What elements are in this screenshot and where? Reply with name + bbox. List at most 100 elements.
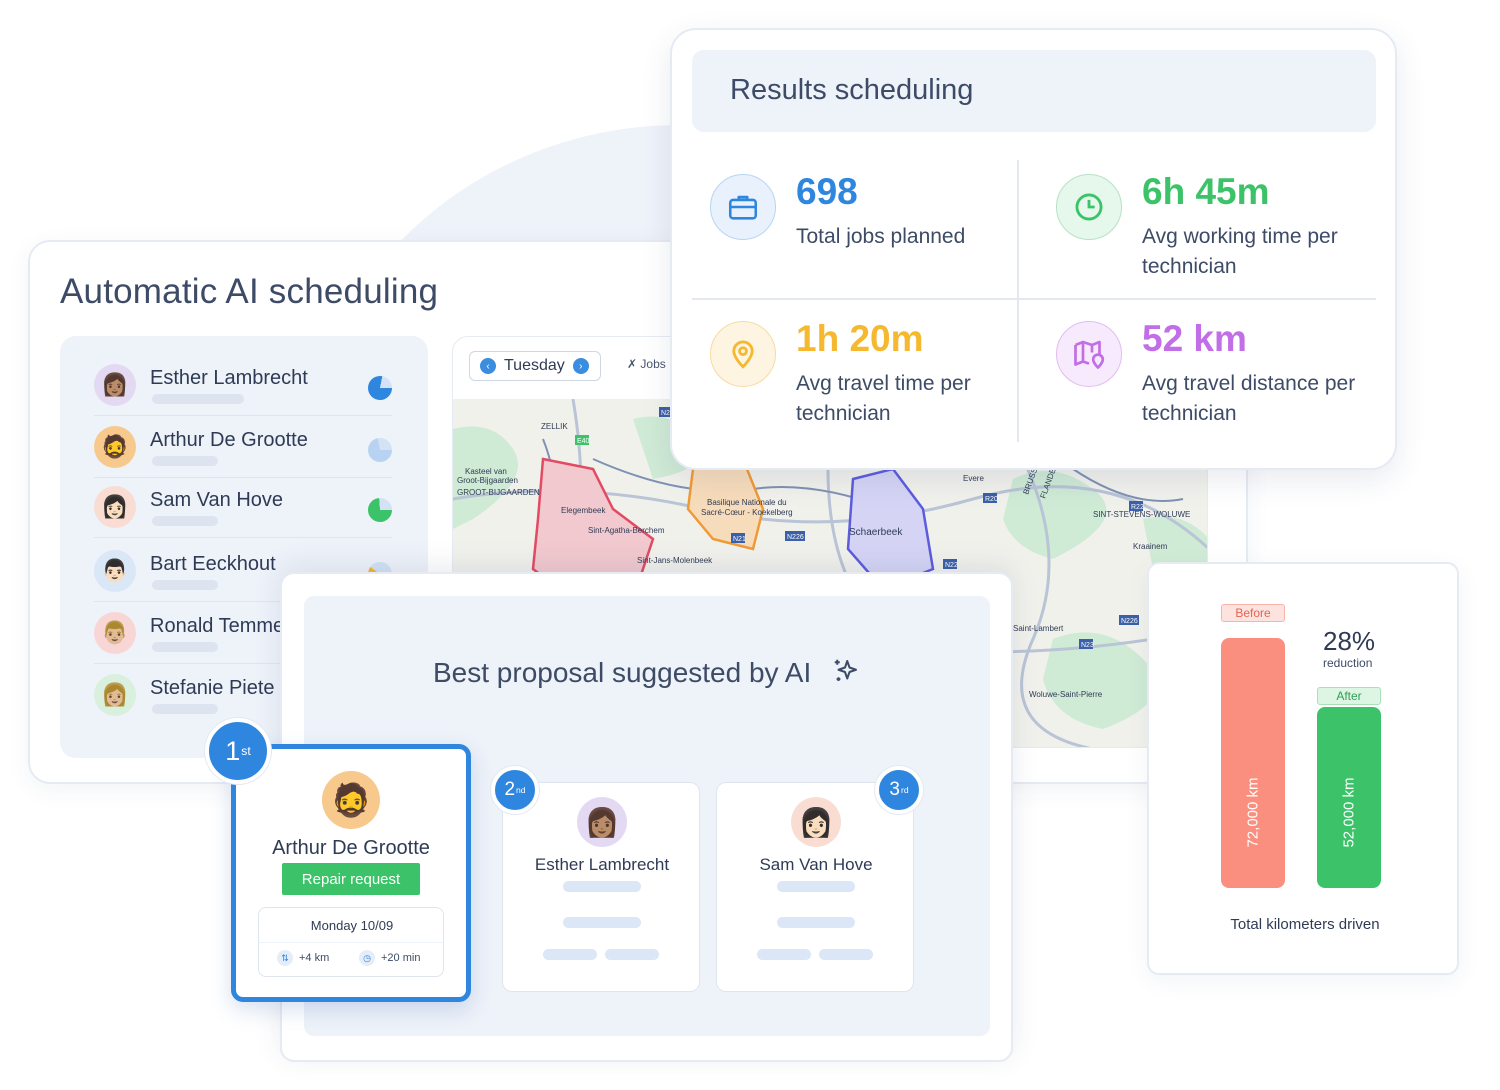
candidate-card-1[interactable]: 🧔 Arthur De Grootte Repair request Monda… xyxy=(231,744,471,1002)
technician-row[interactable]: 👩🏼 Stefanie Piete xyxy=(94,664,392,726)
map-label: Basilique Nationale du xyxy=(707,498,787,507)
extra-distance: ⇅ +4 km xyxy=(277,950,329,966)
jobs-label: Jobs xyxy=(640,357,666,371)
day-label: Tuesday xyxy=(504,357,565,374)
metric-label: Avg travel time per technician xyxy=(796,372,971,425)
before-bar xyxy=(1221,638,1285,888)
after-bar-value: 52,000 km xyxy=(1340,777,1358,848)
repair-request-button[interactable]: Repair request xyxy=(282,863,420,895)
metric-travel-time: 1h 20m Avg travel time per technician xyxy=(710,318,1040,451)
map-label: Woluwe-Saint-Pierre xyxy=(1029,690,1103,699)
chevron-left-icon[interactable]: ‹ xyxy=(480,358,496,374)
rank-number: 3 xyxy=(889,779,900,800)
road-label: N22 xyxy=(945,562,958,569)
extra-time-value: +20 min xyxy=(381,952,421,964)
placeholder-bar xyxy=(777,917,855,928)
metric-value: 698 xyxy=(796,171,858,212)
kilometers-caption: Total kilometers driven xyxy=(1230,916,1380,933)
placeholder-bar xyxy=(563,917,641,928)
metric-working-time: 6h 45m Avg working time per technician xyxy=(1056,171,1386,304)
technician-row[interactable]: 👩🏽 Esther Lambrecht xyxy=(94,354,392,416)
appointment-details: Monday 10/09 ⇅ +4 km ◷ +20 min xyxy=(258,907,444,977)
technician-name: Arthur De Grootte xyxy=(150,429,308,451)
avatar: 🧔 xyxy=(94,426,136,468)
after-bar xyxy=(1317,707,1381,888)
map-label: Schaerbeek xyxy=(849,527,903,538)
rank-number: 1 xyxy=(225,735,241,766)
day-selector[interactable]: ‹ Tuesday › xyxy=(469,351,601,381)
technician-row[interactable]: 👨🏼 Ronald Temme xyxy=(94,602,392,664)
chevron-right-icon[interactable]: › xyxy=(572,358,589,374)
divider xyxy=(692,298,1376,300)
candidate-card-2[interactable]: 👩🏽 Esther Lambrecht xyxy=(502,782,700,992)
map-label: Evere xyxy=(963,474,984,483)
avatar: 🧔 xyxy=(322,771,380,829)
location-pin-icon xyxy=(710,321,776,387)
rank-suffix: st xyxy=(241,744,251,758)
map-pin-icon xyxy=(1056,321,1122,387)
avatar: 👨🏻 xyxy=(94,550,136,592)
tools-icon: ✗ xyxy=(627,357,641,371)
extra-distance-value: +4 km xyxy=(299,952,330,964)
placeholder-bar xyxy=(152,642,218,652)
metric-label: Total jobs planned xyxy=(796,225,966,248)
map-label: Sacré-Cœur - Koekelberg xyxy=(701,508,793,517)
placeholder-bar xyxy=(819,949,873,960)
metric-label: Avg working time per technician xyxy=(1142,225,1338,278)
technician-name: Bart Eeckhout xyxy=(150,553,276,575)
rank-suffix: nd xyxy=(516,785,526,795)
candidate-card-3[interactable]: 👩🏻 Sam Van Hove xyxy=(716,782,914,992)
metric-value: 52 km xyxy=(1142,318,1247,359)
rank-number: 2 xyxy=(504,779,516,800)
divider xyxy=(1017,160,1019,442)
avatar: 👩🏽 xyxy=(577,797,627,847)
clock-icon: ◷ xyxy=(359,950,375,966)
road-label: R20 xyxy=(985,496,998,503)
map-label: Groot-Bijgaarden xyxy=(457,476,518,485)
jobs-filter[interactable]: ✗ Jobs xyxy=(627,357,666,371)
placeholder-bar xyxy=(605,949,659,960)
placeholder-bar xyxy=(152,456,218,466)
technician-name: Esther Lambrecht xyxy=(150,367,308,389)
road-label: N226 xyxy=(787,534,804,541)
road-label: N23 xyxy=(1081,642,1094,649)
route-icon: ⇅ xyxy=(277,950,293,966)
rank-suffix: rd xyxy=(900,785,909,795)
avatar: 👨🏼 xyxy=(94,612,136,654)
metric-label: Avg travel distance per technician xyxy=(1142,372,1356,425)
workload-pie-icon xyxy=(368,498,392,522)
map-label: Kasteel van xyxy=(465,467,507,476)
avatar: 👩🏻 xyxy=(791,797,841,847)
road-label: N226 xyxy=(1121,618,1138,625)
map-label: ZELLIK xyxy=(541,422,568,431)
technician-name: Ronald Temme xyxy=(150,615,285,637)
proposal-title-text: Best proposal suggested by AI xyxy=(432,657,812,688)
results-header: Results scheduling xyxy=(692,50,1376,132)
road-label: E40 xyxy=(577,438,590,445)
metric-value: 1h 20m xyxy=(796,318,924,359)
automatic-scheduling-title: Automatic AI scheduling xyxy=(60,272,439,311)
map-label: Elegembeek xyxy=(561,506,606,515)
map-label: Sint-Jans-Molenbeek xyxy=(637,556,713,565)
reduction-percentage: 28% xyxy=(1323,626,1376,656)
map-label: Saint-Lambert xyxy=(1013,624,1064,633)
reduction-label: reduction xyxy=(1323,656,1373,670)
technician-row[interactable]: 👩🏻 Sam Van Hove xyxy=(94,476,392,538)
kilometers-comparison-card: Before After 28% reduction 72,000 km 52,… xyxy=(1147,562,1459,975)
before-bar-value: 72,000 km xyxy=(1244,777,1262,848)
divider xyxy=(259,942,443,976)
road-label: N21 xyxy=(733,536,746,543)
proposal-title: Best proposal suggested by AI xyxy=(304,656,990,689)
sparkle-icon xyxy=(834,659,858,681)
placeholder-bar xyxy=(152,704,218,714)
before-tag: Before xyxy=(1221,604,1285,622)
map-label: Kraainem xyxy=(1133,542,1168,551)
placeholder-bar xyxy=(152,394,244,404)
appointment-date: Monday 10/09 xyxy=(310,918,394,933)
technician-name: Stefanie Piete xyxy=(150,677,275,699)
briefcase-icon xyxy=(710,174,776,240)
candidate-name: Esther Lambrecht xyxy=(534,855,670,874)
technician-row[interactable]: 🧔 Arthur De Grootte xyxy=(94,416,392,478)
